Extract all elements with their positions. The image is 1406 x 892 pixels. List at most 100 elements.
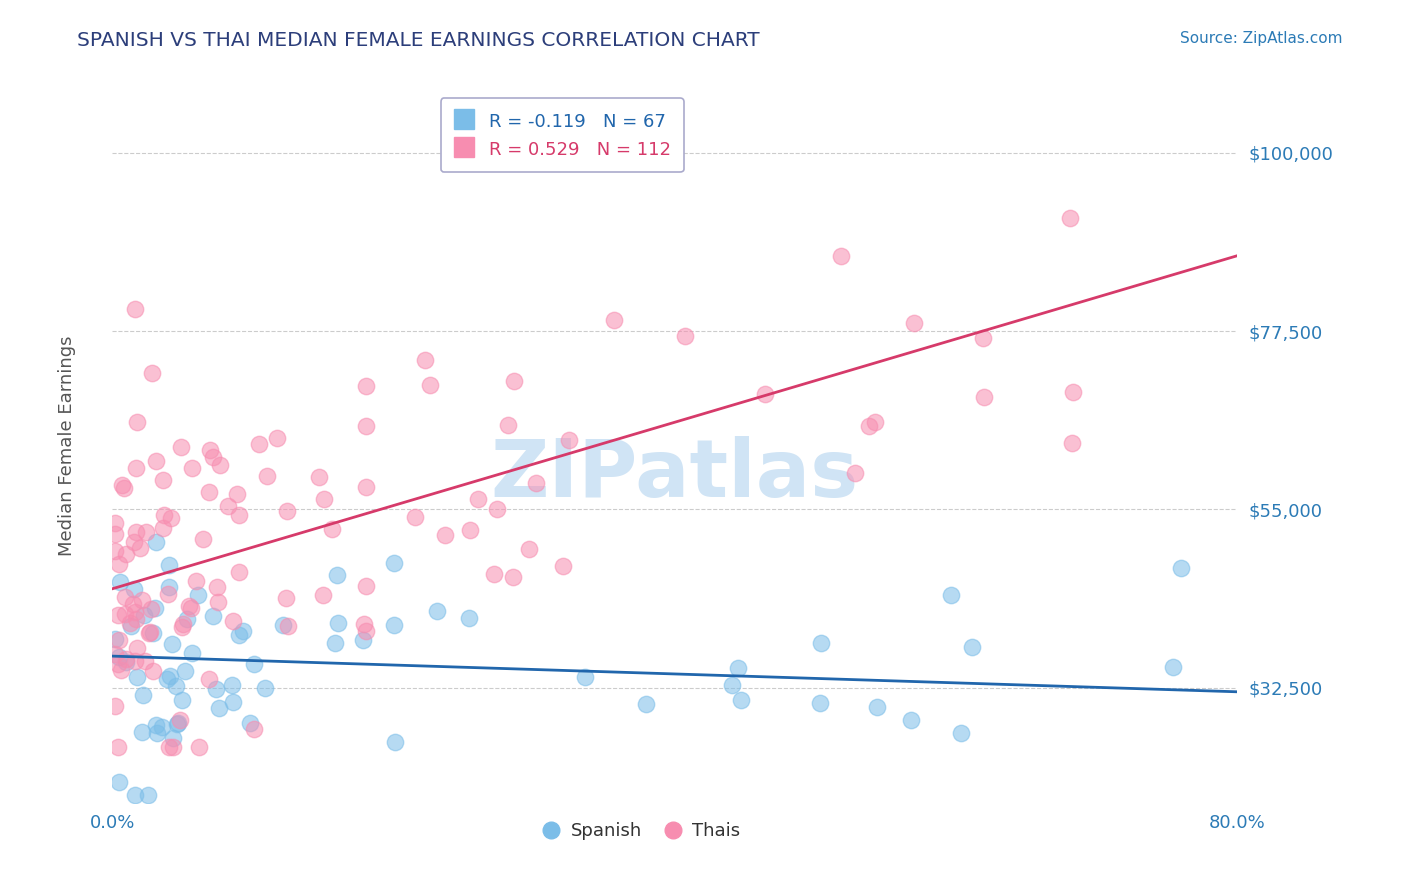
Point bbox=[138, 626, 160, 640]
Point bbox=[496, 417, 519, 432]
Point bbox=[1161, 660, 1184, 674]
Point bbox=[721, 678, 744, 692]
Point bbox=[131, 593, 153, 607]
Point bbox=[754, 387, 776, 401]
Point bbox=[866, 699, 889, 714]
Point bbox=[426, 604, 449, 618]
Point bbox=[524, 475, 547, 490]
Point bbox=[122, 534, 145, 549]
Point bbox=[228, 508, 250, 523]
Point bbox=[127, 415, 149, 429]
Point bbox=[467, 491, 489, 506]
Point bbox=[382, 618, 405, 632]
Point bbox=[152, 720, 174, 734]
Point bbox=[419, 377, 441, 392]
Point bbox=[863, 415, 886, 429]
Point bbox=[128, 541, 150, 555]
Point bbox=[115, 547, 138, 561]
Point bbox=[170, 440, 193, 454]
Point bbox=[221, 678, 243, 692]
Point bbox=[458, 523, 481, 537]
Point bbox=[352, 632, 374, 647]
Point bbox=[312, 492, 335, 507]
Point bbox=[172, 620, 194, 634]
Point bbox=[112, 481, 135, 495]
Text: ZIPatlas: ZIPatlas bbox=[491, 435, 859, 514]
Point bbox=[108, 775, 131, 789]
Point bbox=[127, 640, 149, 655]
Point bbox=[108, 575, 131, 590]
Point bbox=[157, 740, 180, 755]
Point bbox=[142, 664, 165, 678]
Point bbox=[844, 467, 866, 481]
Point bbox=[125, 524, 148, 539]
Point bbox=[354, 419, 377, 434]
Point bbox=[114, 590, 136, 604]
Point bbox=[135, 524, 157, 539]
Point bbox=[903, 316, 925, 330]
Point bbox=[160, 637, 183, 651]
Point bbox=[114, 652, 136, 666]
Point bbox=[727, 660, 749, 674]
Point bbox=[960, 640, 983, 654]
Point bbox=[276, 591, 298, 605]
Point bbox=[634, 697, 657, 711]
Point bbox=[165, 679, 187, 693]
Point bbox=[145, 454, 167, 468]
Point bbox=[124, 301, 146, 316]
Point bbox=[900, 713, 922, 727]
Point bbox=[122, 582, 145, 596]
Point bbox=[166, 715, 188, 730]
Point bbox=[111, 477, 134, 491]
Point bbox=[157, 581, 180, 595]
Point bbox=[139, 602, 162, 616]
Point bbox=[172, 616, 194, 631]
Point bbox=[125, 670, 148, 684]
Point bbox=[104, 632, 127, 647]
Point bbox=[434, 528, 457, 542]
Point bbox=[207, 595, 229, 609]
Text: SPANISH VS THAI MEDIAN FEMALE EARNINGS CORRELATION CHART: SPANISH VS THAI MEDIAN FEMALE EARNINGS C… bbox=[77, 31, 761, 50]
Point bbox=[156, 587, 179, 601]
Point bbox=[673, 329, 696, 343]
Point bbox=[120, 615, 142, 630]
Point bbox=[950, 726, 973, 740]
Point bbox=[502, 570, 524, 584]
Point bbox=[972, 331, 994, 345]
Point bbox=[810, 636, 832, 650]
Point bbox=[132, 688, 155, 702]
Point bbox=[162, 731, 184, 745]
Point bbox=[404, 510, 426, 524]
Point bbox=[830, 249, 852, 263]
Point bbox=[191, 532, 214, 546]
Point bbox=[266, 431, 288, 445]
Point bbox=[134, 654, 156, 668]
Point bbox=[973, 390, 995, 404]
Point bbox=[201, 608, 224, 623]
Point bbox=[384, 735, 406, 749]
Point bbox=[276, 504, 298, 518]
Point bbox=[326, 615, 349, 630]
Point bbox=[1062, 385, 1084, 400]
Point bbox=[159, 511, 181, 525]
Point bbox=[939, 588, 962, 602]
Point bbox=[104, 526, 127, 541]
Point bbox=[157, 558, 180, 573]
Point bbox=[519, 542, 541, 557]
Point bbox=[108, 650, 131, 665]
Point bbox=[162, 740, 184, 755]
Point bbox=[326, 568, 349, 582]
Point bbox=[120, 619, 142, 633]
Point bbox=[228, 565, 250, 579]
Point bbox=[115, 655, 138, 669]
Point bbox=[247, 437, 270, 451]
Point bbox=[159, 669, 181, 683]
Point bbox=[353, 617, 375, 632]
Point bbox=[254, 681, 277, 696]
Point bbox=[170, 692, 193, 706]
Point bbox=[557, 433, 579, 447]
Point bbox=[114, 607, 136, 621]
Point bbox=[239, 716, 262, 731]
Point bbox=[108, 558, 131, 572]
Point bbox=[208, 700, 231, 714]
